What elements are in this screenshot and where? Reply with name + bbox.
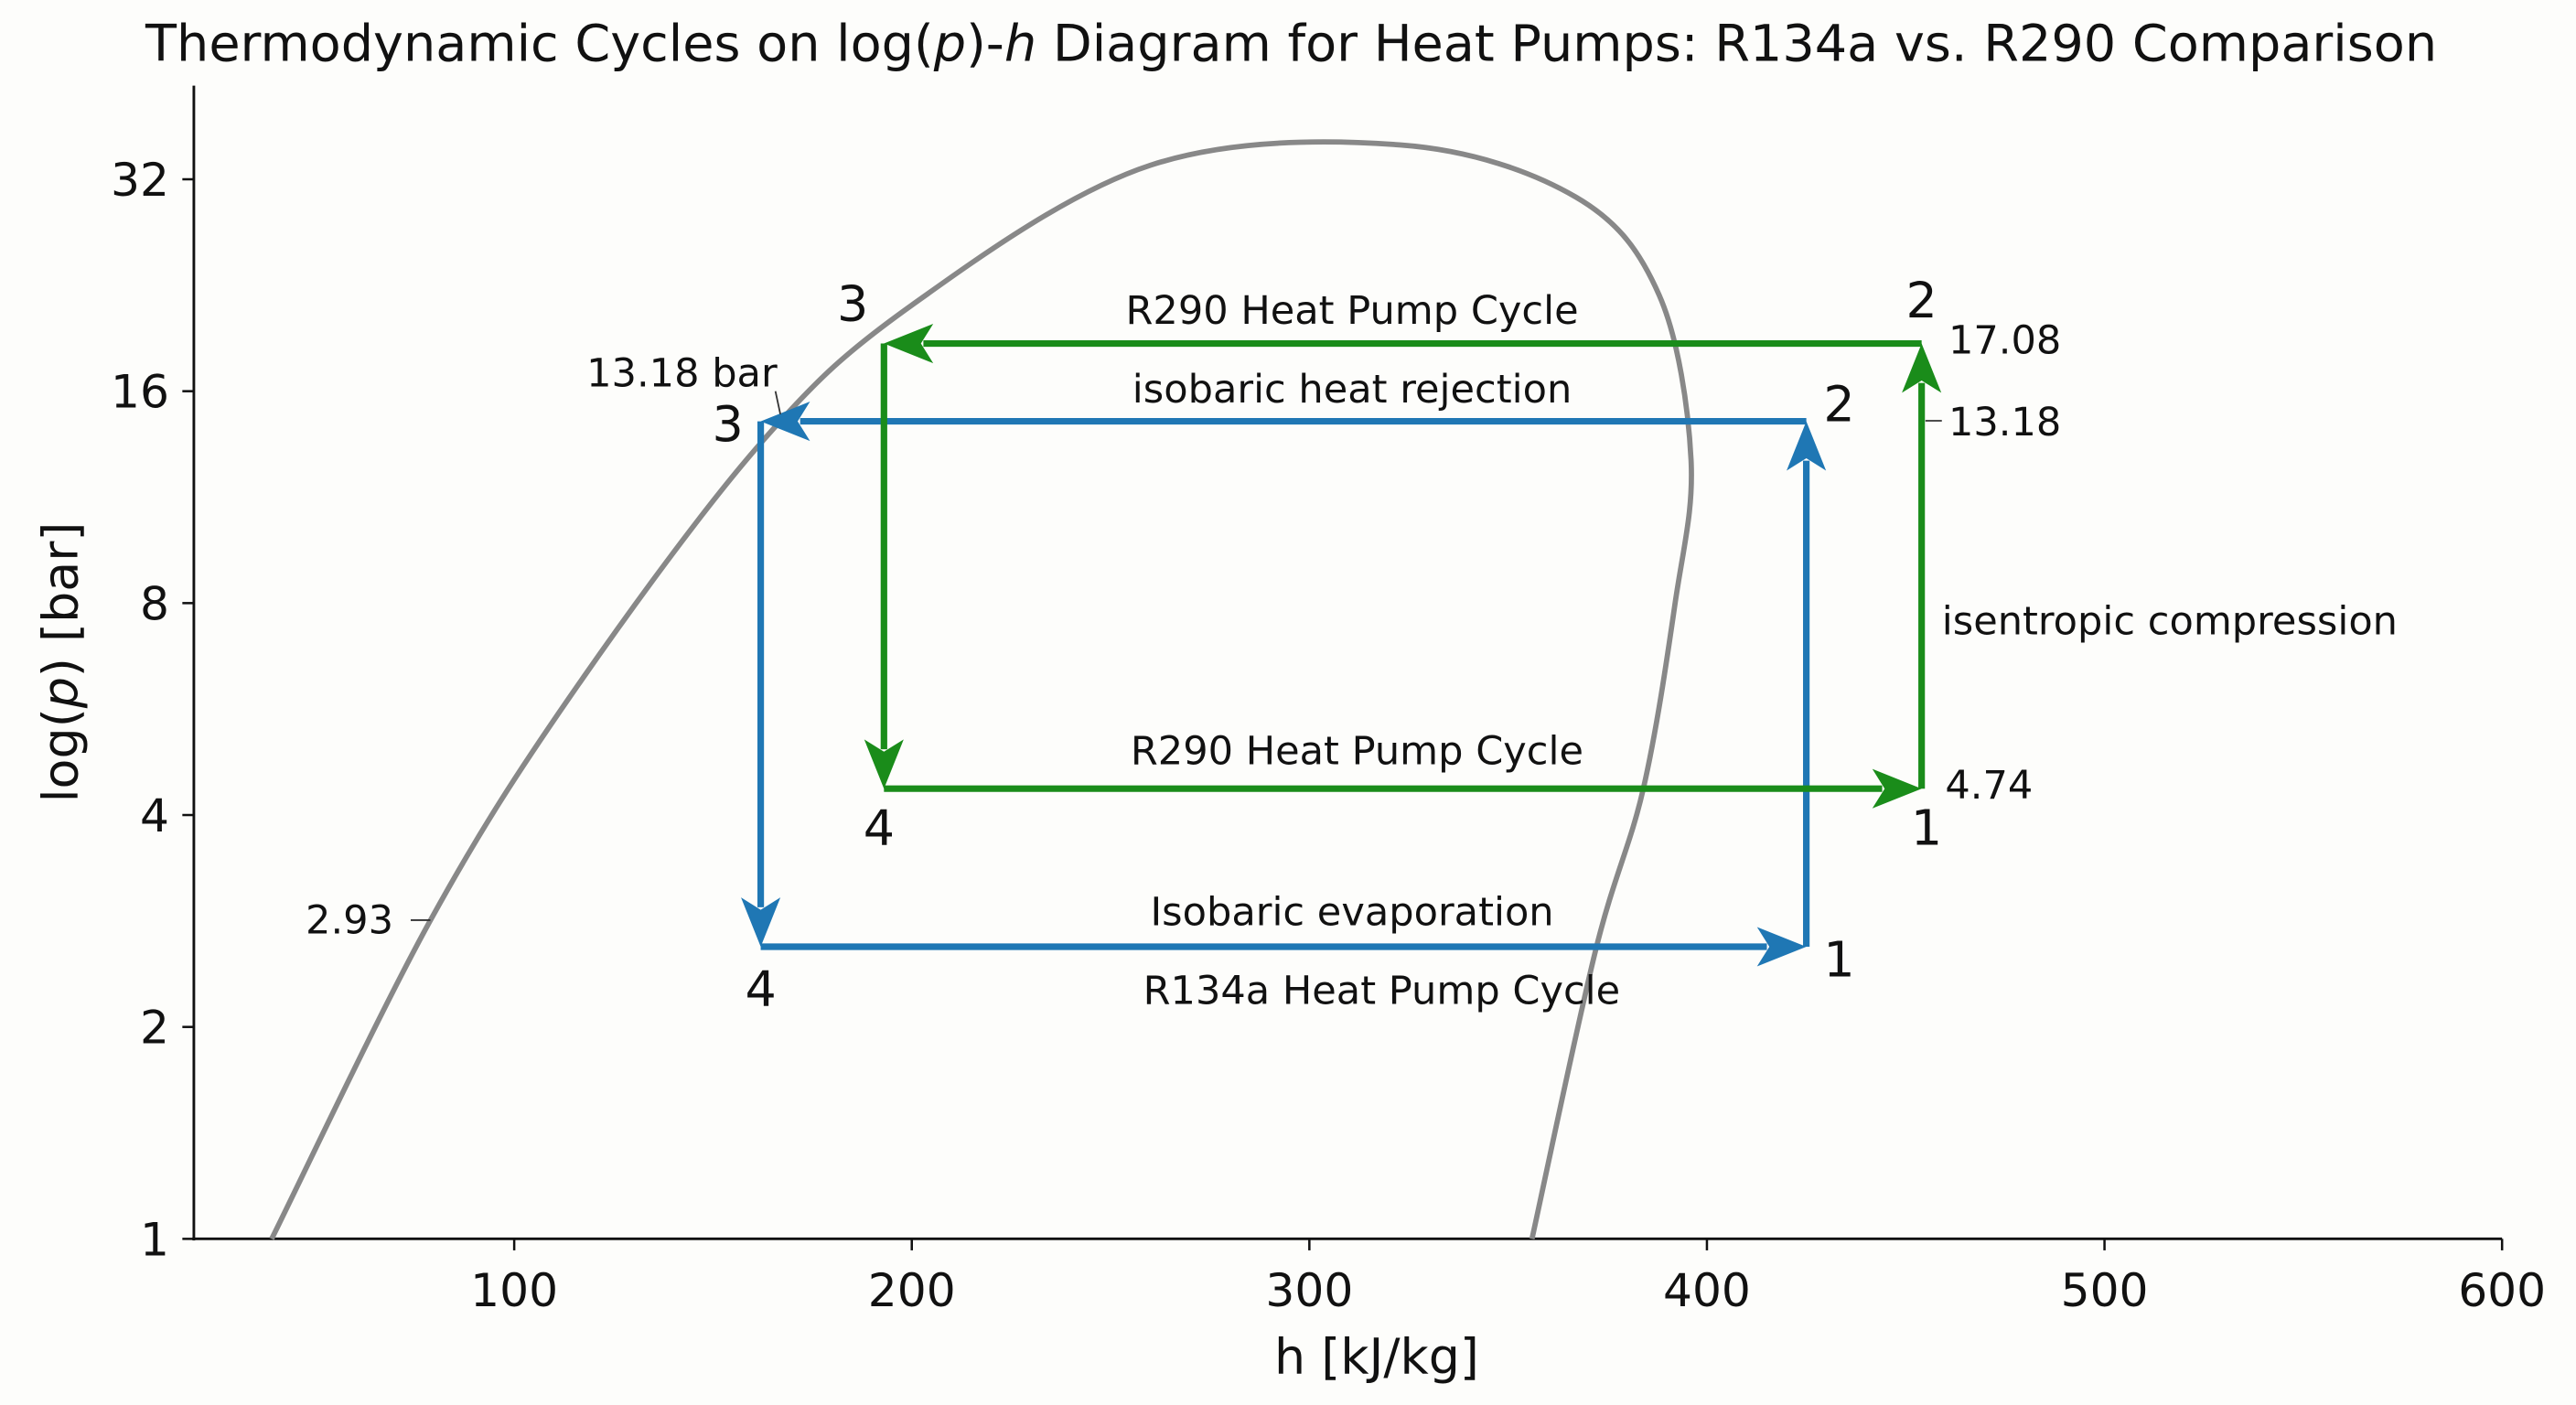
x-tick-label: 200 <box>868 1263 956 1317</box>
y-tick-label: 2 <box>140 1001 169 1055</box>
r290-state-label: 4 <box>864 799 895 856</box>
r290-cycle: 1 2 3 4 <box>837 272 1942 856</box>
r134a-arrowhead <box>1756 927 1807 967</box>
y-tick-label: 4 <box>140 788 169 842</box>
r290-arrowhead <box>884 324 934 364</box>
annotation-p-1318-bar: 13.18 bar <box>586 350 778 396</box>
y-tick-label: 1 <box>140 1212 169 1266</box>
r134a-state-label: 4 <box>745 960 776 1018</box>
r290-arrowhead <box>864 739 904 789</box>
y-axis-label: log(p) [bar] <box>31 522 89 803</box>
r290-arrowhead <box>1872 768 1922 809</box>
x-tick-label: 300 <box>1265 1263 1353 1317</box>
x-tick-label: 600 <box>2458 1263 2546 1317</box>
r134a-arrowhead <box>760 402 810 442</box>
annotation-isentropic: isentropic compression <box>1942 598 2398 644</box>
chart-title: Thermodynamic Cycles on log(p)-h Diagram… <box>145 15 2437 74</box>
annotation-p-1708: 17.08 <box>1948 317 2061 363</box>
r134a-arrowhead <box>1787 421 1827 471</box>
annotation-p-474: 4.74 <box>1945 763 2033 809</box>
r134a-state-label: 1 <box>1823 930 1854 988</box>
saturation-dome-curve <box>269 139 1694 1240</box>
annotation-isobaric-evaporation: Isobaric evaporation <box>1150 889 1553 935</box>
r290-arrowhead <box>1902 343 1942 393</box>
annotation-r290-bottom: R290 Heat Pump Cycle <box>1131 728 1583 774</box>
annotation-isobaric-rejection: isobaric heat rejection <box>1132 367 1572 413</box>
annotation-p-293: 2.93 <box>306 897 393 943</box>
annotation-p-1318: 13.18 <box>1948 400 2061 445</box>
y-tick-label: 8 <box>140 576 169 630</box>
y-tick-label: 32 <box>111 153 169 207</box>
annotation-r134a: R134a Heat Pump Cycle <box>1143 969 1621 1014</box>
x-axis-label: h [kJ/kg] <box>1274 1328 1479 1386</box>
r134a-cycle: 1 2 3 4 <box>713 376 1855 1018</box>
axes <box>192 85 2503 1241</box>
r134a-arrowhead <box>741 897 781 948</box>
annotation-r290-top: R290 Heat Pump Cycle <box>1125 288 1578 334</box>
r290-state-label: 1 <box>1911 799 1942 856</box>
x-tick-label: 500 <box>2061 1263 2149 1317</box>
y-tick-label: 16 <box>111 365 169 419</box>
x-tick-label: 400 <box>1663 1263 1751 1317</box>
r134a-state-label: 3 <box>713 395 744 453</box>
annotation-leader <box>774 391 781 415</box>
r290-state-label: 2 <box>1906 272 1937 329</box>
r134a-state-label: 2 <box>1823 376 1854 434</box>
x-tick-label: 100 <box>470 1263 558 1317</box>
r290-state-label: 3 <box>837 274 868 332</box>
